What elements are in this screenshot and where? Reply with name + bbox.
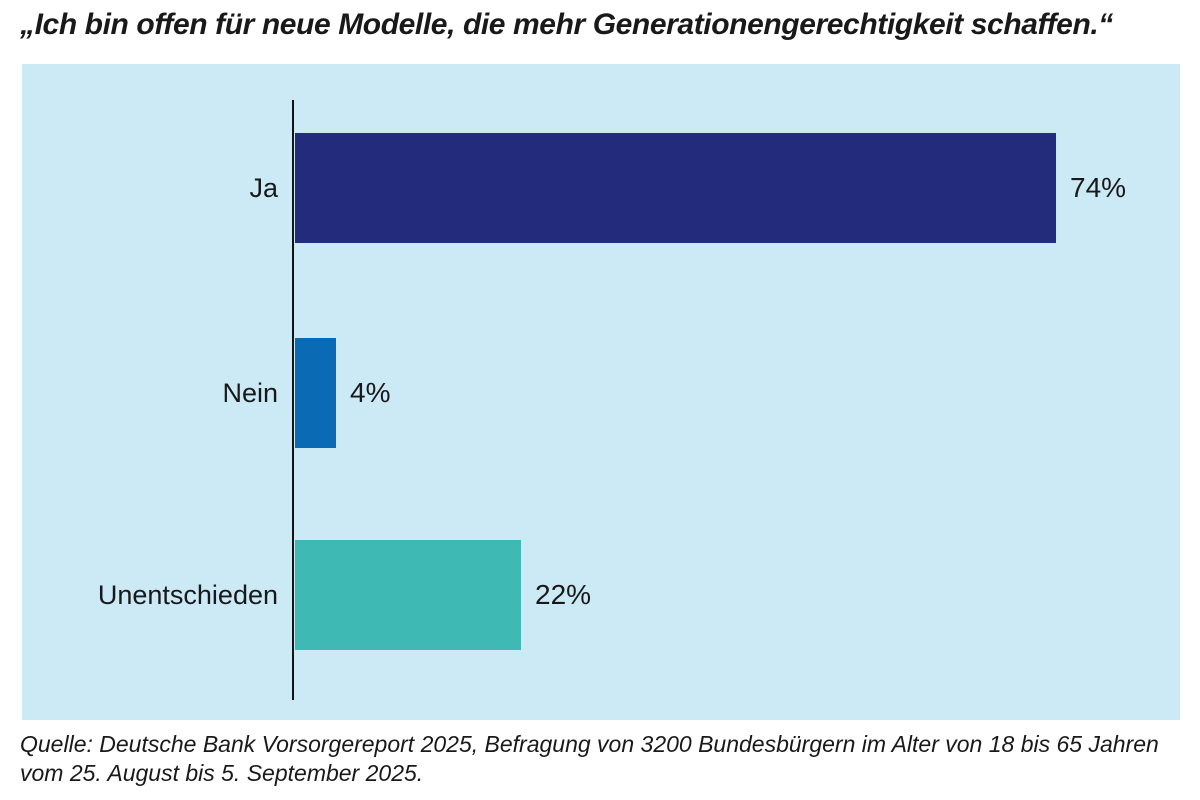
value-label-nein: 4% bbox=[350, 377, 391, 408]
bar-ja bbox=[295, 133, 1056, 243]
bar-row-unentschieden: Unentschieden 22% bbox=[22, 540, 1180, 650]
category-label-nein: Nein bbox=[222, 377, 278, 408]
bar-row-ja: Ja 74% bbox=[22, 133, 1180, 243]
chart-panel: Ja 74% Nein 4% Unentschieden 22% bbox=[22, 64, 1180, 720]
value-label-ja: 74% bbox=[1070, 172, 1127, 203]
chart-title: „Ich bin offen für neue Modelle, die meh… bbox=[20, 8, 1113, 41]
source-note: Quelle: Deutsche Bank Vorsorgereport 202… bbox=[20, 731, 1159, 787]
category-label-ja: Ja bbox=[249, 172, 278, 203]
bar-row-nein: Nein 4% bbox=[22, 338, 1180, 448]
category-label-unentschieden: Unentschieden bbox=[97, 579, 278, 610]
bar-unentschieden bbox=[295, 540, 521, 650]
value-label-unentschieden: 22% bbox=[535, 579, 592, 610]
y-axis-line bbox=[292, 100, 294, 700]
bar-nein bbox=[295, 338, 336, 448]
